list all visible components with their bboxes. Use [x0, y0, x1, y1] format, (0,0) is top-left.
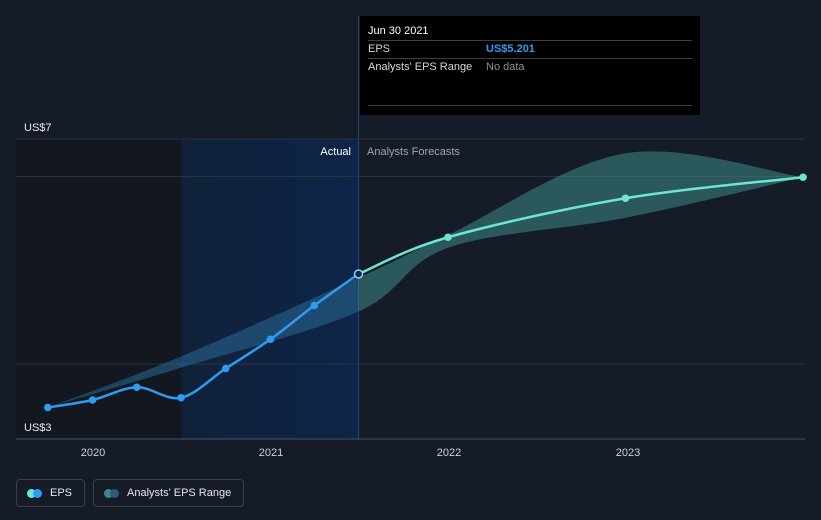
eps-legend-icon: [27, 488, 42, 498]
actual-period-band: [181, 139, 359, 439]
legend-item-range[interactable]: Analysts' EPS Range: [93, 479, 245, 507]
eps-range-band: [47, 151, 804, 408]
chart-legend: EPS Analysts' EPS Range: [16, 479, 245, 507]
legend-item-eps[interactable]: EPS: [16, 479, 86, 507]
actual-section-label: Actual: [320, 146, 351, 158]
eps-lines: [47, 176, 804, 409]
x-tick-2021: 2021: [259, 447, 283, 459]
eps-points[interactable]: [43, 173, 807, 412]
eps-forecast-point-0[interactable]: [444, 233, 452, 242]
forecast-section-label: Analysts Forecasts: [367, 146, 460, 158]
tooltip-eps-label: EPS: [368, 43, 391, 55]
eps-actual-line: [47, 272, 360, 409]
range-legend-icon: [104, 488, 120, 498]
tooltip-range-value: No data: [486, 61, 525, 73]
eps-actual-point-4[interactable]: [221, 364, 230, 373]
eps-actual-point-0[interactable]: [43, 403, 52, 412]
past-shade: [16, 139, 182, 439]
y-tick-bottom: US$3: [24, 422, 52, 434]
eps-actual-point-7[interactable]: [353, 269, 364, 279]
tooltip-row-eps: EPS US$5.201: [368, 40, 692, 58]
x-tick-2022: 2022: [437, 447, 461, 459]
eps-actual-point-1[interactable]: [88, 396, 97, 404]
legend-range-label: Analysts' EPS Range: [127, 487, 232, 499]
y-tick-top: US$7: [24, 122, 52, 134]
x-tick-2020: 2020: [81, 447, 105, 459]
eps-actual-point-6[interactable]: [310, 301, 319, 310]
eps-forecast-line: [358, 176, 804, 276]
tooltip-eps-value: US$5.201: [486, 43, 535, 55]
tooltip-divider: [368, 105, 692, 106]
chart-background: [16, 16, 360, 439]
range-band-forecast: [358, 151, 804, 312]
eps-forecast-point-2[interactable]: [799, 173, 807, 182]
eps-actual-point-3[interactable]: [177, 393, 185, 402]
axis-labels: US$7 US$3 Actual Analysts Forecasts 2020…: [24, 122, 640, 459]
tooltip-date: Jun 30 2021: [368, 25, 429, 37]
x-tick-2023: 2023: [616, 447, 640, 459]
eps-actual-point-5[interactable]: [266, 335, 275, 344]
legend-eps-label: EPS: [50, 487, 73, 499]
hover-tooltip: Jun 30 2021 EPS US$5.201 Analysts' EPS R…: [360, 16, 700, 115]
tooltip-range-label: Analysts' EPS Range: [368, 61, 473, 73]
eps-actual-point-2[interactable]: [132, 383, 141, 392]
tooltip-row-range: Analysts' EPS Range No data: [368, 58, 692, 76]
eps-forecast-point-1[interactable]: [621, 194, 630, 203]
